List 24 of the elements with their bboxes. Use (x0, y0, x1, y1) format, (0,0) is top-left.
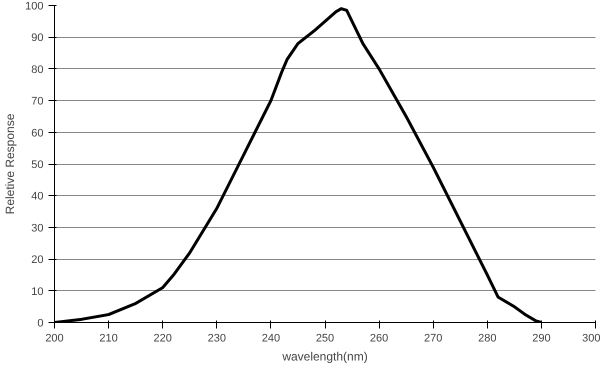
x-tick-label: 200 (45, 332, 64, 344)
y-tick-label: 10 (31, 286, 44, 298)
x-tick-label: 270 (424, 332, 442, 344)
y-tick-label: 40 (31, 190, 44, 203)
x-tick-label: 230 (208, 332, 226, 344)
x-tick-label: 250 (316, 332, 334, 344)
y-axis-title: Reletive Response (3, 113, 18, 214)
y-tick-label: 60 (31, 127, 44, 140)
x-tick-label: 260 (370, 332, 388, 344)
y-tick-label: 70 (31, 96, 44, 108)
x-tick-label: 290 (532, 332, 551, 344)
y-tick-label: 90 (31, 32, 44, 44)
x-tick-label: 240 (262, 332, 280, 344)
y-tick-label: 20 (31, 254, 44, 266)
x-tick-label: 220 (154, 332, 172, 344)
y-tick-label: 30 (31, 222, 44, 234)
y-tick-label: 50 (31, 159, 44, 171)
y-tick-label: 80 (31, 64, 44, 76)
y-tick-label: 0 (37, 318, 44, 330)
x-tick-label: 280 (478, 332, 496, 344)
y-tick-label: 100 (25, 0, 44, 12)
x-tick-label: 210 (99, 332, 118, 344)
x-axis-title: wavelength(nm) (281, 350, 368, 364)
x-tick-label: 300 (582, 332, 600, 344)
